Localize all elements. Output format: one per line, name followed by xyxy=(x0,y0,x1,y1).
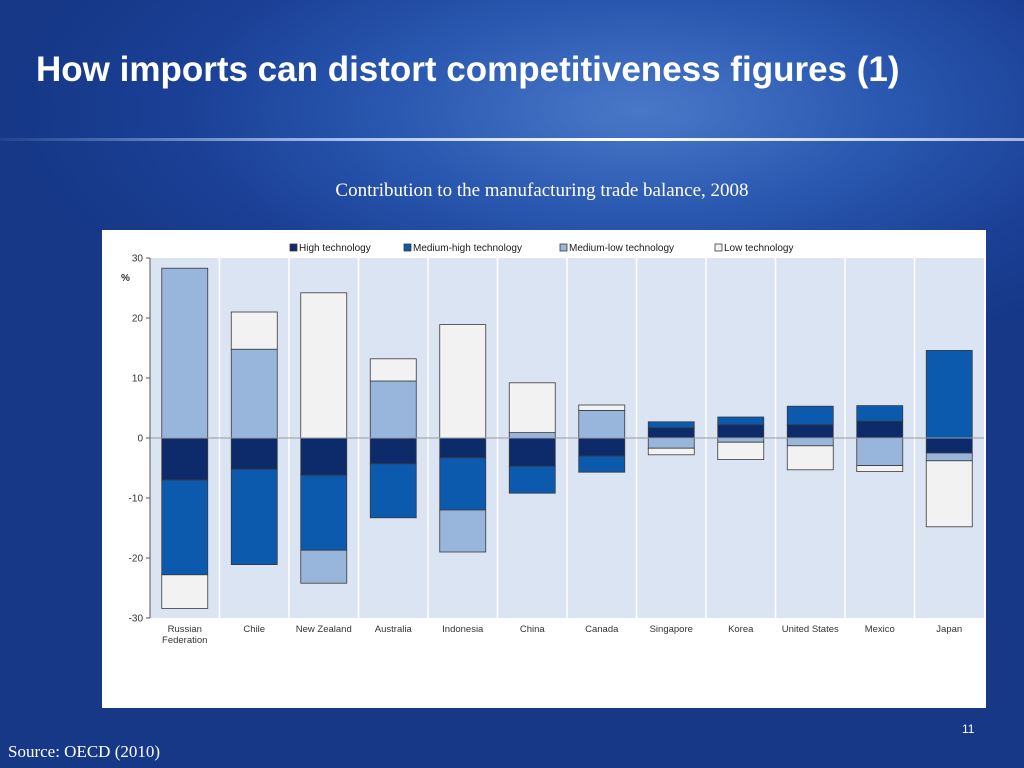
bar-segment xyxy=(439,509,487,553)
bar-segment xyxy=(508,432,556,439)
category-label: Mexico xyxy=(865,624,895,635)
category-label: Canada xyxy=(585,624,619,635)
category-label: Indonesia xyxy=(442,624,484,635)
bar-segment xyxy=(786,445,834,471)
bar-segment xyxy=(578,455,626,473)
bar-segment xyxy=(717,424,765,439)
bar-segment xyxy=(717,441,765,460)
slide-number: 11 xyxy=(962,722,975,736)
bar-segment xyxy=(230,348,278,439)
legend-label: Medium-high technology xyxy=(413,243,522,254)
bar-segment xyxy=(369,380,417,439)
bar-segment xyxy=(925,452,973,462)
bar-segment xyxy=(230,437,278,470)
bar-segment xyxy=(856,465,904,473)
y-tick-label: 10 xyxy=(132,374,144,385)
bar-segment xyxy=(786,405,834,426)
legend-swatch xyxy=(559,243,568,252)
bar-segment xyxy=(300,474,348,551)
bar-segment xyxy=(578,404,626,411)
bar-segment xyxy=(230,311,278,350)
bar-segment xyxy=(647,427,695,439)
legend-label: High technology xyxy=(299,243,371,254)
bar-segment xyxy=(369,437,417,465)
category-label: Singapore xyxy=(650,624,693,635)
bar-segment xyxy=(578,409,626,439)
category-label: Chile xyxy=(243,624,265,635)
bar-segment xyxy=(161,574,209,609)
slide-title: How imports can distort competitiveness … xyxy=(36,50,900,89)
bar-segment xyxy=(439,324,487,439)
legend-label: Medium-low technology xyxy=(569,243,674,254)
chart-subtitle: Contribution to the manufacturing trade … xyxy=(335,180,749,201)
bar-segment xyxy=(647,437,695,449)
bar-segment xyxy=(300,292,348,439)
bar-segment xyxy=(786,437,834,447)
bar-segment xyxy=(856,437,904,467)
bar-segment xyxy=(508,437,556,467)
bar-segment xyxy=(508,382,556,434)
title-divider xyxy=(0,138,1024,141)
legend-swatch xyxy=(289,243,298,252)
bar-segment xyxy=(369,463,417,519)
bar-segment xyxy=(647,421,695,429)
bar-segment xyxy=(856,405,904,422)
bar-segment xyxy=(925,350,973,439)
bar-segment xyxy=(508,465,556,494)
bar-segment xyxy=(369,358,417,382)
category-label: Japan xyxy=(936,624,962,635)
bar-segment xyxy=(161,267,209,439)
bar-segment xyxy=(161,437,209,481)
bar-segment xyxy=(786,424,834,439)
bar-segment xyxy=(300,437,348,476)
category-label: Korea xyxy=(728,624,754,635)
category-label: Federation xyxy=(162,635,207,646)
bar-segment xyxy=(925,437,973,454)
bar-segment xyxy=(161,479,209,576)
y-tick-label: 20 xyxy=(132,314,144,325)
category-label: Russian xyxy=(168,624,202,635)
bar-segment xyxy=(439,437,487,459)
bar-segment xyxy=(578,437,626,457)
y-tick-label: 30 xyxy=(132,254,144,265)
category-label: New Zealand xyxy=(296,624,352,635)
chart-panel: Russian Federation Chile New Zealand Austral… xyxy=(102,230,986,708)
bar-segment xyxy=(300,549,348,584)
bar-segment xyxy=(230,468,278,565)
y-tick-label: -10 xyxy=(129,494,144,505)
legend-swatch xyxy=(714,243,723,252)
y-tick-label: -30 xyxy=(129,614,144,625)
legend-label: Low technology xyxy=(724,243,794,254)
category-label: Australia xyxy=(375,624,413,635)
legend-swatch xyxy=(403,243,412,252)
y-axis-unit-label: % xyxy=(121,273,130,284)
bar-segment xyxy=(856,420,904,439)
bar-segment xyxy=(439,457,487,511)
category-label: United States xyxy=(782,624,839,635)
bar-segment xyxy=(925,460,973,528)
category-label: China xyxy=(520,624,546,635)
y-tick-label: 0 xyxy=(137,434,143,445)
bar-segment xyxy=(717,416,765,426)
source-note: Source: OECD (2010) xyxy=(8,742,161,761)
bar-segment xyxy=(717,437,765,443)
bar-segment xyxy=(647,447,695,456)
y-tick-label: -20 xyxy=(129,554,144,565)
